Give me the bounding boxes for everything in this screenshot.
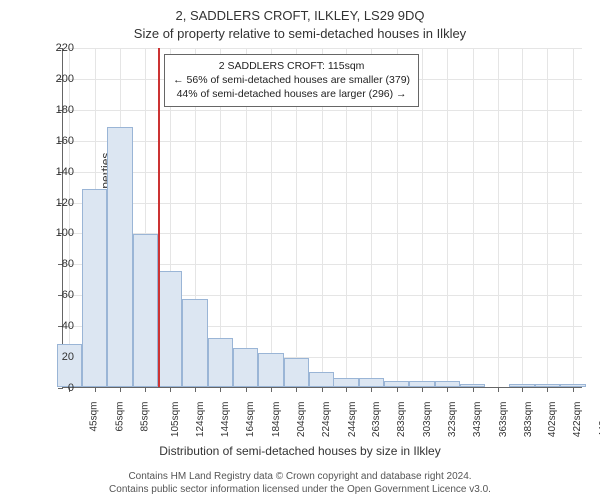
- chart-container: 2, SADDLERS CROFT, ILKLEY, LS29 9DQ Size…: [0, 0, 600, 500]
- annotation-line1: 2 SADDLERS CROFT: 115sqm: [173, 59, 410, 73]
- histogram-bar: [435, 381, 460, 387]
- annotation-box: 2 SADDLERS CROFT: 115sqm ← 56% of semi-d…: [164, 54, 419, 107]
- x-tick-label: 224sqm: [321, 402, 332, 438]
- histogram-bar: [535, 384, 560, 387]
- histogram-bar: [107, 127, 132, 387]
- x-tick-label: 184sqm: [271, 402, 282, 438]
- histogram-bar: [258, 353, 283, 387]
- histogram-bar: [133, 234, 158, 387]
- x-tick-label: 263sqm: [371, 402, 382, 438]
- x-tick-label: 124sqm: [195, 402, 206, 438]
- x-tick-label: 244sqm: [347, 402, 358, 438]
- x-tick-label: 402sqm: [547, 402, 558, 438]
- gridline-v: [498, 48, 499, 387]
- footer-attribution: Contains HM Land Registry data © Crown c…: [0, 470, 600, 496]
- y-tick-label: 160: [44, 135, 74, 147]
- gridline-v: [522, 48, 523, 387]
- histogram-bar: [384, 381, 409, 387]
- histogram-bar: [409, 381, 434, 387]
- gridline-v: [573, 48, 574, 387]
- annotation-line3: 44% of semi-detached houses are larger (…: [173, 87, 410, 101]
- histogram-bar: [309, 372, 334, 387]
- y-tick-label: 120: [44, 197, 74, 209]
- footer-line1: Contains HM Land Registry data © Crown c…: [0, 470, 600, 483]
- x-tick-label: 283sqm: [396, 402, 407, 438]
- y-tick-label: 220: [44, 42, 74, 54]
- gridline-v: [422, 48, 423, 387]
- annotation-line2: ← 56% of semi-detached houses are smalle…: [173, 73, 410, 87]
- x-tick-label: 105sqm: [171, 402, 182, 438]
- y-tick-label: 140: [44, 166, 74, 178]
- y-tick-label: 100: [44, 227, 74, 239]
- y-tick-label: 60: [44, 289, 74, 301]
- footer-line2: Contains public sector information licen…: [0, 483, 600, 496]
- gridline-v: [69, 48, 70, 387]
- histogram-bar: [208, 338, 233, 387]
- y-tick-label: 40: [44, 320, 74, 332]
- chart-title-desc: Size of property relative to semi-detach…: [0, 26, 600, 41]
- property-marker-line: [158, 48, 160, 387]
- histogram-bar: [233, 348, 258, 387]
- histogram-bar: [460, 384, 485, 387]
- chart-title-address: 2, SADDLERS CROFT, ILKLEY, LS29 9DQ: [0, 8, 600, 23]
- histogram-bar: [509, 384, 534, 387]
- x-tick-label: 343sqm: [472, 402, 483, 438]
- x-tick-label: 85sqm: [140, 402, 151, 432]
- histogram-bar: [560, 384, 585, 387]
- x-tick-label: 422sqm: [573, 402, 584, 438]
- gridline-v: [447, 48, 448, 387]
- x-tick-label: 383sqm: [523, 402, 534, 438]
- x-tick-label: 323sqm: [447, 402, 458, 438]
- x-tick-label: 65sqm: [114, 402, 125, 432]
- histogram-bar: [157, 271, 182, 387]
- x-tick-label: 144sqm: [220, 402, 231, 438]
- y-tick-label: 200: [44, 73, 74, 85]
- histogram-bar: [82, 189, 107, 387]
- x-tick-label: 164sqm: [245, 402, 256, 438]
- y-tick-label: 20: [44, 351, 74, 363]
- histogram-bar: [333, 378, 358, 387]
- y-tick-label: 80: [44, 258, 74, 270]
- gridline-v: [547, 48, 548, 387]
- histogram-bar: [182, 299, 207, 387]
- x-tick-label: 45sqm: [89, 402, 100, 432]
- x-tick-label: 204sqm: [296, 402, 307, 438]
- plot-area: 2 SADDLERS CROFT: 115sqm ← 56% of semi-d…: [62, 48, 582, 388]
- gridline-v: [473, 48, 474, 387]
- histogram-bar: [284, 358, 309, 387]
- y-tick-label: 180: [44, 104, 74, 116]
- x-tick-label: 303sqm: [422, 402, 433, 438]
- y-tick-label: 0: [44, 382, 74, 394]
- histogram-bar: [359, 378, 384, 387]
- x-axis-label: Distribution of semi-detached houses by …: [0, 444, 600, 458]
- x-tick-label: 363sqm: [498, 402, 509, 438]
